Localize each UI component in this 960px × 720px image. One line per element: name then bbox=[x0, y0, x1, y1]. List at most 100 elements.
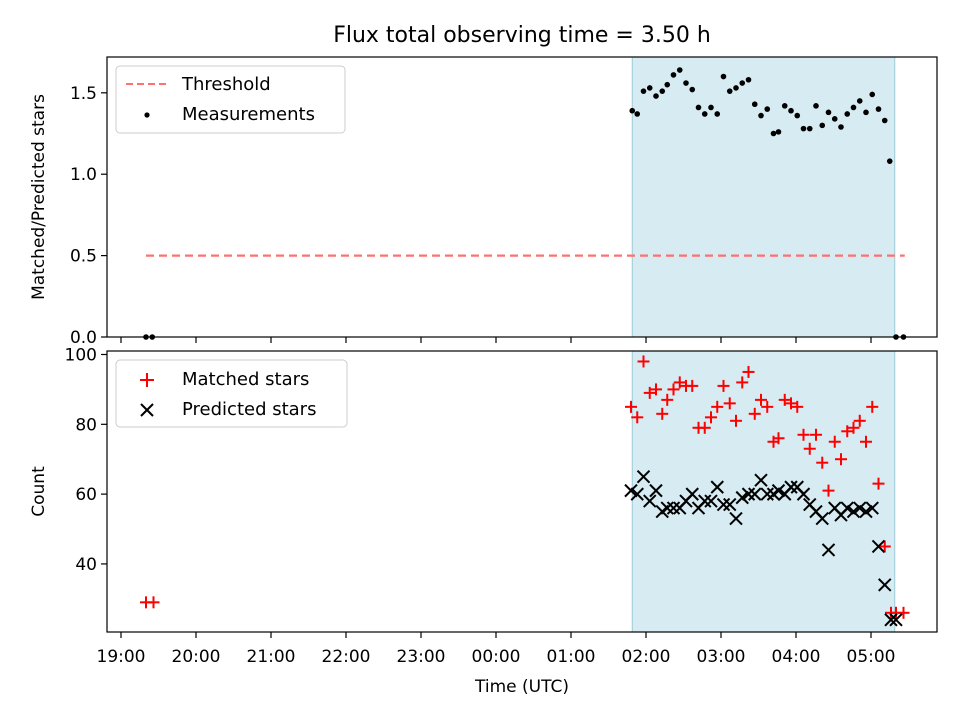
matched-star-point bbox=[872, 477, 885, 490]
predicted-star-point bbox=[723, 497, 737, 512]
ratio-legend: Threshold Measurements bbox=[115, 65, 346, 134]
measurement-point bbox=[708, 104, 714, 111]
matched-star-point bbox=[643, 386, 656, 399]
predicted-star-point bbox=[784, 480, 798, 494]
matched-star-point bbox=[705, 411, 717, 424]
measurement-point bbox=[881, 117, 888, 124]
x-tick-label: 00:00 bbox=[472, 647, 521, 667]
matched-star-point bbox=[772, 432, 785, 445]
predicted-star-point bbox=[871, 539, 886, 554]
predicted-star-point bbox=[853, 501, 867, 515]
predicted-star-point bbox=[685, 487, 699, 501]
measurement-point bbox=[720, 73, 727, 80]
count-axes-frame bbox=[106, 350, 938, 633]
measurement-point bbox=[695, 104, 702, 111]
measurement-points bbox=[143, 67, 907, 340]
matched-star-point bbox=[656, 407, 669, 420]
x-tick-label: 23:00 bbox=[397, 647, 446, 667]
matched-star-point bbox=[147, 596, 160, 609]
matched-star-point bbox=[625, 400, 637, 413]
measurement-point bbox=[629, 107, 636, 114]
predicted-star-point bbox=[735, 490, 749, 505]
x-tick-label: 02:00 bbox=[622, 647, 671, 667]
predicted-star-points bbox=[624, 469, 903, 627]
predicted-star-point bbox=[878, 578, 892, 592]
matched-star-point bbox=[853, 414, 866, 427]
matched-star-point bbox=[816, 456, 829, 469]
measurement-point bbox=[856, 98, 863, 104]
matched-star-point bbox=[686, 379, 699, 392]
matched-star-point bbox=[860, 435, 872, 448]
predicted-star-point bbox=[748, 487, 762, 501]
ratio-legend-box bbox=[115, 65, 346, 134]
matched-star-point bbox=[730, 414, 742, 427]
measurement-point bbox=[751, 101, 758, 108]
predicted-star-point bbox=[704, 494, 718, 508]
predicted-star-point bbox=[741, 487, 756, 501]
matched-star-point bbox=[810, 428, 822, 441]
x-tick-label: 19:00 bbox=[97, 647, 146, 667]
ratio-axes-frame bbox=[106, 56, 938, 338]
ratio-x-ticks bbox=[120, 337, 872, 343]
matched-star-point bbox=[631, 411, 644, 424]
ratio-y-axis-label: Matched/Predicted stars bbox=[29, 94, 49, 300]
matched-star-point bbox=[667, 383, 680, 396]
measurements-legend-swatch bbox=[144, 112, 150, 118]
measurements-legend-label: Measurements bbox=[182, 104, 315, 125]
y-tick-label: 40 bbox=[75, 555, 97, 575]
y-tick-label: 100 bbox=[65, 345, 97, 365]
matched-star-points bbox=[140, 355, 910, 619]
predicted-star-point bbox=[636, 469, 651, 484]
predicted-star-point bbox=[760, 487, 774, 501]
count-legend-box bbox=[115, 359, 348, 428]
predicted-star-point bbox=[889, 613, 903, 627]
matched-star-point bbox=[755, 393, 767, 406]
count-x-ticks: 19:00 20:00 21:00 22:00 23:00 00:00 01:00 02:00… bbox=[97, 632, 896, 667]
matched-star-point bbox=[797, 428, 810, 441]
matched-star-point bbox=[637, 355, 650, 368]
y-tick-label: 1.5 bbox=[70, 84, 97, 104]
matched-star-point bbox=[791, 400, 804, 413]
measurement-point bbox=[764, 106, 771, 112]
predicted-star-point bbox=[771, 483, 786, 498]
predicted-star-point bbox=[624, 483, 638, 498]
measurement-point bbox=[676, 67, 683, 73]
matched-star-point bbox=[736, 376, 749, 389]
measurement-point bbox=[683, 80, 689, 86]
count-y-axis-label: Count bbox=[29, 466, 49, 517]
time-x-axis-label: Time (UTC) bbox=[474, 677, 569, 697]
measurement-point bbox=[831, 116, 838, 122]
matched-star-point bbox=[828, 435, 841, 448]
measurement-point bbox=[739, 80, 746, 86]
predicted-star-point bbox=[884, 613, 898, 627]
predicted-legend-label: Predicted stars bbox=[182, 399, 316, 420]
matched-star-point bbox=[761, 400, 774, 413]
y-tick-label: 0.5 bbox=[70, 247, 97, 267]
measurement-point bbox=[800, 125, 807, 132]
measurement-point bbox=[670, 72, 677, 78]
x-tick-label: 22:00 bbox=[322, 647, 371, 667]
measurement-point bbox=[770, 130, 777, 137]
predicted-star-point bbox=[729, 511, 743, 526]
measurement-point bbox=[819, 122, 826, 129]
count-y-ticks: 40 60 80 100 bbox=[65, 345, 107, 575]
measurement-point bbox=[646, 85, 653, 91]
y-tick-label: 60 bbox=[75, 485, 97, 505]
predicted-star-point bbox=[754, 473, 768, 487]
measurement-point bbox=[869, 91, 876, 98]
measurement-point bbox=[794, 112, 801, 119]
matched-star-point bbox=[742, 365, 755, 378]
matched-star-point bbox=[673, 376, 686, 389]
predicted-star-point bbox=[815, 511, 829, 526]
predicted-legend-swatch bbox=[140, 403, 154, 417]
matched-star-point bbox=[661, 393, 674, 406]
predicted-star-point bbox=[821, 543, 836, 557]
matched-star-point bbox=[711, 400, 724, 413]
measurement-point bbox=[806, 125, 813, 132]
matched-star-point bbox=[698, 421, 711, 434]
measurement-point bbox=[781, 103, 788, 109]
observing-span-top bbox=[631, 56, 896, 338]
x-tick-label: 05:00 bbox=[847, 647, 896, 667]
predicted-star-point bbox=[666, 501, 681, 515]
